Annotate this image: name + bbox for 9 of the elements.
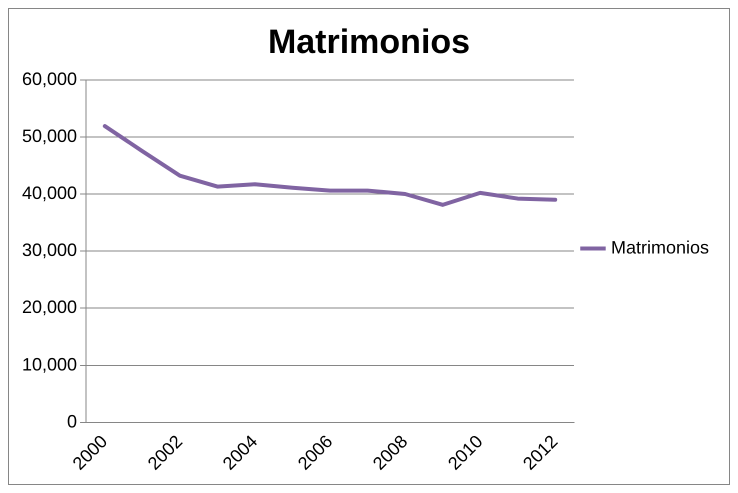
y-tick-label: 50,000 <box>22 126 78 146</box>
y-tick-label: 60,000 <box>22 68 78 89</box>
chart-title: Matrimonios <box>268 22 470 61</box>
y-tick-label: 20,000 <box>22 297 78 318</box>
y-tick-label: 30,000 <box>22 240 78 260</box>
legend-label: Matrimonios <box>610 237 710 258</box>
y-tick-label: 10,000 <box>22 354 78 374</box>
y-tick-label: 0 <box>67 411 78 432</box>
y-tick-label: 40,000 <box>22 182 78 203</box>
